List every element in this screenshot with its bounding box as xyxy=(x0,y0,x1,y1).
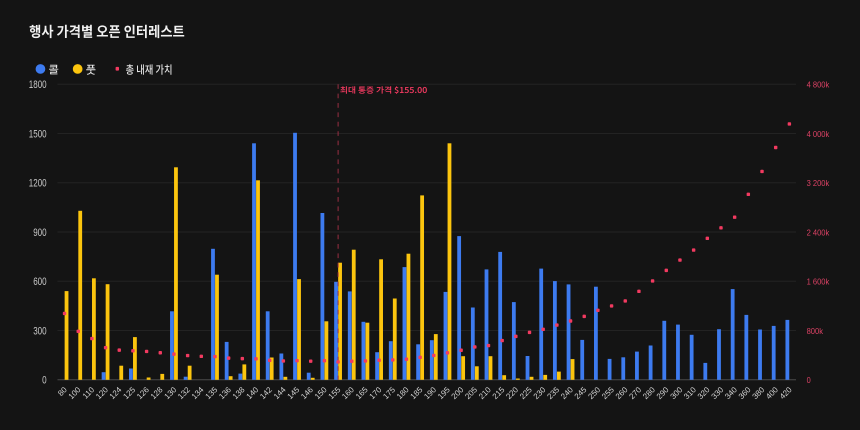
svg-text:800k: 800k xyxy=(807,326,824,336)
svg-text:0: 0 xyxy=(807,375,811,385)
svg-text:600: 600 xyxy=(33,276,46,288)
svg-text:900: 900 xyxy=(33,227,46,239)
svg-text:1 600k: 1 600k xyxy=(807,277,830,287)
svg-text:4 000k: 4 000k xyxy=(807,129,830,139)
svg-text:1800: 1800 xyxy=(29,79,47,91)
svg-text:1200: 1200 xyxy=(29,178,47,190)
svg-text:300: 300 xyxy=(33,325,46,337)
svg-text:3 200k: 3 200k xyxy=(807,178,830,188)
svg-text:1500: 1500 xyxy=(29,128,47,140)
svg-text:0: 0 xyxy=(42,375,47,387)
svg-text:4 800k: 4 800k xyxy=(807,80,830,90)
svg-text:2 400k: 2 400k xyxy=(807,227,830,237)
